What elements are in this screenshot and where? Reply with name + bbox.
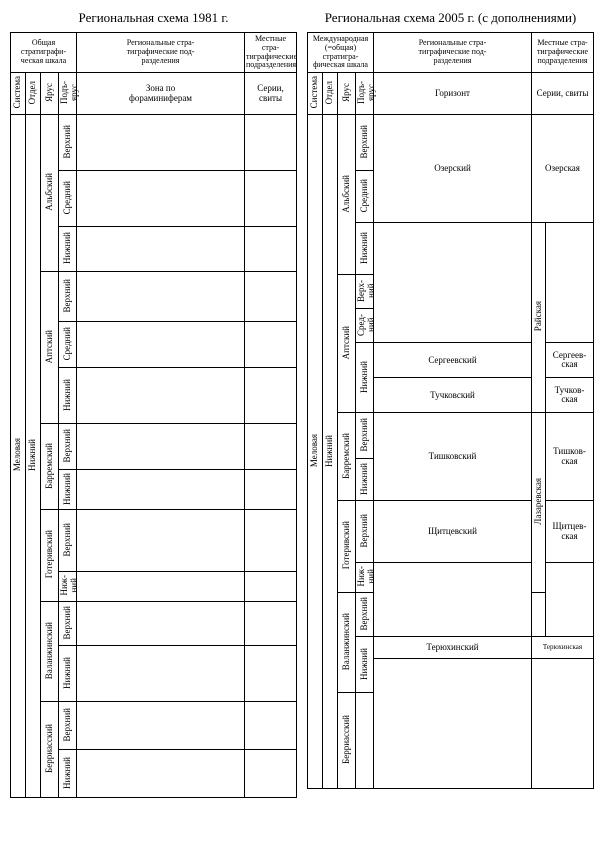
header-group-row: Международная(=общая) стратигра-фическая… — [308, 33, 594, 73]
horizon-empty — [374, 223, 532, 343]
col-system-r: Система — [310, 76, 320, 108]
scheme-2005: Региональная схема 2005 г. (с дополнения… — [307, 10, 594, 798]
sub: Верхний — [63, 523, 73, 556]
zone-cell — [77, 115, 245, 171]
svita-schitz: Щитцев-ская — [546, 501, 594, 563]
stage-got: Готеривский — [45, 530, 55, 578]
table-2005: Международная(=общая) стратигра-фическая… — [307, 32, 594, 789]
horizon-schitz: Щитцевский — [374, 501, 532, 563]
stage-val-r: Валанжинский — [342, 613, 352, 670]
sub: Средний — [63, 181, 73, 214]
header-group-row: Общая стратиграфи-ческая шкала Региональ… — [11, 33, 297, 73]
svita-sergeev: Сергеев-ская — [546, 343, 594, 378]
title-1981: Региональная схема 1981 г. — [10, 10, 297, 26]
svita-empty3 — [532, 659, 594, 789]
sub: Ниж-ний — [60, 575, 80, 596]
hdr-regional-r: Региональные стра-тиграфические под-разд… — [374, 33, 532, 73]
stage-alb: Альбский — [45, 173, 55, 211]
hdr-local: Местные стра-тиграфическиеподразделения — [245, 33, 297, 73]
col-podyarus-r: Подъ-ярус — [357, 81, 377, 104]
col-horizon: Горизонт — [374, 73, 532, 115]
col-yarus: Ярус — [45, 83, 55, 102]
svita-rayskaya: Райская — [534, 301, 544, 331]
stage-bar-r: Барремский — [342, 433, 352, 479]
otdel-cell-r: Нижний — [325, 435, 335, 467]
svita-tuchkov: Тучков-ская — [546, 378, 594, 413]
col-zone: Зона пофораминиферам — [77, 73, 245, 115]
svita-ozerskaya: Озерская — [532, 115, 594, 223]
sub: Верхний — [360, 418, 370, 451]
scheme-1981: Региональная схема 1981 г. Общая стратиг… — [10, 10, 297, 798]
svita-empty — [546, 223, 594, 343]
sub: Нижний — [360, 463, 370, 495]
stage-got-r: Готеривский — [342, 521, 352, 569]
col-otdel-r: Отдел — [325, 81, 335, 104]
sub: Верхний — [63, 606, 73, 639]
system-cell-r: Меловая — [310, 434, 320, 467]
sub: Верхний — [63, 279, 73, 312]
sub: Сред-ний — [357, 314, 377, 336]
col-header-row: Система Отдел Ярус Подъ-ярус Зона пофора… — [11, 73, 297, 115]
horizon-ozerskiy: Озерский — [374, 115, 532, 223]
sub: Верхний — [360, 125, 370, 158]
svita-tishkov: Тишков-ская — [546, 413, 594, 501]
sub: Ниж-ний — [357, 566, 377, 587]
horizon-sergeev: Сергеевский — [374, 343, 532, 378]
sub: Нижний — [63, 379, 73, 411]
sub: Нижний — [360, 361, 370, 393]
stage-ber-r: Берриасский — [342, 715, 352, 764]
sub: Нижний — [63, 757, 73, 789]
comparison-tables: Региональная схема 1981 г. Общая стратиг… — [10, 10, 594, 798]
hdr-regional: Региональные стра-тиграфические под-разд… — [77, 33, 245, 73]
stage-alb-r: Альбский — [342, 175, 352, 213]
horizon-teryukh: Терюхинский — [374, 637, 532, 659]
hdr-local-r: Местные стра-тиграфическиеподразделения — [532, 33, 594, 73]
sub-empty — [356, 693, 374, 789]
horizon-empty2 — [374, 563, 532, 637]
stage-bar: Барремский — [45, 443, 55, 489]
col-header-row: Система Отдел Ярус Подъ-ярус Горизонт Се… — [308, 73, 594, 115]
sub: Верхний — [63, 708, 73, 741]
sub: Верхний — [360, 514, 370, 547]
sub: Нижний — [360, 232, 370, 264]
col-yarus-r: Ярус — [342, 83, 352, 102]
sub: Нижний — [63, 232, 73, 264]
sub: Верх-ний — [357, 280, 377, 302]
col-series-r: Серии, свиты — [532, 73, 594, 115]
horizon-tishkov: Тишковский — [374, 413, 532, 501]
sub: Нижний — [360, 648, 370, 680]
title-2005: Региональная схема 2005 г. (с дополнения… — [307, 10, 594, 26]
otdel-cell: Нижний — [28, 439, 38, 471]
col-system: Система — [13, 76, 23, 108]
table-1981: Общая стратиграфи-ческая шкала Региональ… — [10, 32, 297, 798]
hdr-scale: Общая стратиграфи-ческая шкала — [11, 33, 77, 73]
stage-apt: Аптский — [45, 330, 55, 363]
sub: Нижний — [63, 657, 73, 689]
sub: Верхний — [63, 125, 73, 158]
stage-val: Валанжинский — [45, 622, 55, 679]
horizon-tuchkov: Тучковский — [374, 378, 532, 413]
sub: Верхний — [63, 429, 73, 462]
svita-teryukh: Терюхинская — [532, 637, 594, 659]
sub: Средний — [360, 179, 370, 212]
sub: Верхний — [360, 597, 370, 630]
col-otdel: Отдел — [28, 81, 38, 104]
stage-apt-r: Аптский — [342, 326, 352, 359]
col-podyarus: Подъ-ярус — [60, 81, 80, 104]
sub: Средний — [63, 327, 73, 360]
stage-ber: Берриасский — [45, 724, 55, 773]
hdr-scale-r: Международная(=общая) стратигра-фическая… — [308, 33, 374, 73]
col-series: Серии,свиты — [245, 73, 297, 115]
svita-empty2 — [546, 563, 594, 637]
system-cell: Меловая — [13, 438, 23, 471]
svita-lazarev: Лазаревская — [534, 478, 544, 525]
sub: Нижний — [63, 473, 73, 505]
horizon-empty3 — [374, 659, 532, 789]
svita-cell — [245, 115, 297, 171]
